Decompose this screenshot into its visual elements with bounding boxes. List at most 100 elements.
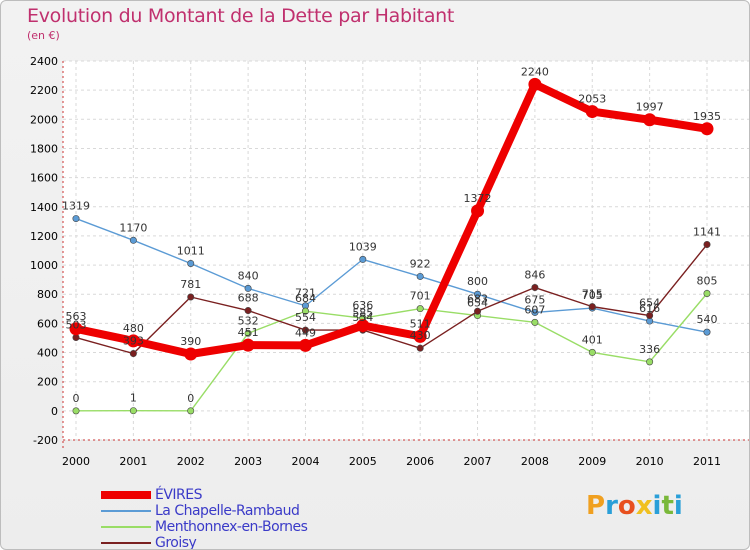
proxiti-logo: Proxiti xyxy=(586,491,683,521)
legend-label: Groisy xyxy=(155,535,197,550)
y-axis-ticks: 2400220020001800160014001200100080060040… xyxy=(30,55,58,447)
y-tick-label: 400 xyxy=(37,347,58,360)
legend-item: Groisy xyxy=(101,535,197,550)
x-tick-label: 2010 xyxy=(636,455,664,468)
data-label: 393 xyxy=(123,335,144,348)
data-point xyxy=(588,303,596,311)
y-tick-label: 2200 xyxy=(30,84,58,97)
legend-swatch xyxy=(101,542,151,544)
x-tick-label: 2005 xyxy=(349,455,377,468)
logo-letter: o xyxy=(617,491,636,521)
data-label: 721 xyxy=(295,287,316,300)
y-tick-label: 1200 xyxy=(30,230,58,243)
x-tick-label: 2002 xyxy=(177,455,205,468)
data-label: 705 xyxy=(582,289,603,302)
data-label: 846 xyxy=(524,269,545,282)
data-label: 1141 xyxy=(693,226,721,239)
data-point xyxy=(356,319,370,333)
data-label: 554 xyxy=(352,311,373,324)
legend-swatch xyxy=(101,510,151,512)
data-point xyxy=(416,305,424,313)
data-label: 2053 xyxy=(578,93,606,106)
data-label: 585 xyxy=(352,307,373,320)
y-tick-label: 1000 xyxy=(30,259,58,272)
y-tick-label: 200 xyxy=(37,376,58,389)
legend-label: Menthonnex-en-Bornes xyxy=(155,519,308,535)
data-point xyxy=(129,407,137,415)
series-line-1 xyxy=(75,217,708,333)
data-point xyxy=(301,326,309,334)
logo-letter: i xyxy=(673,491,683,521)
x-tick-label: 2011 xyxy=(693,455,721,468)
data-label: 0 xyxy=(187,392,194,405)
data-label: 781 xyxy=(180,278,201,291)
data-point xyxy=(700,122,714,136)
data-label: 684 xyxy=(295,292,316,305)
data-point xyxy=(244,307,252,315)
series-line-0 xyxy=(72,80,711,358)
data-point xyxy=(359,255,367,263)
legend-label: ÉVIRES xyxy=(155,487,203,503)
data-point xyxy=(413,329,427,343)
data-point xyxy=(129,350,137,358)
data-point xyxy=(531,284,539,292)
x-tick-label: 2001 xyxy=(119,455,147,468)
data-point xyxy=(187,259,195,267)
legend-swatch xyxy=(101,526,151,528)
data-label: 688 xyxy=(238,292,259,305)
series-points xyxy=(69,77,714,415)
data-label: 683 xyxy=(467,292,488,305)
data-point xyxy=(646,358,654,366)
data-point xyxy=(187,407,195,415)
y-tick-label: 1400 xyxy=(30,201,58,214)
data-point xyxy=(703,241,711,249)
data-label: 1011 xyxy=(177,244,205,257)
logo-letter: x xyxy=(635,491,653,521)
data-label: 511 xyxy=(410,317,431,330)
x-tick-label: 2000 xyxy=(62,455,90,468)
y-tick-label: 1600 xyxy=(30,172,58,185)
y-tick-label: 1800 xyxy=(30,142,58,155)
data-label: 563 xyxy=(66,310,87,323)
y-tick-label: -200 xyxy=(33,434,58,447)
chart-unit-subtitle: (en €) xyxy=(27,29,60,42)
legend-item: Menthonnex-en-Bornes xyxy=(101,519,308,535)
data-label: 715 xyxy=(582,288,603,301)
y-tick-label: 2000 xyxy=(30,113,58,126)
data-point xyxy=(416,344,424,352)
data-labels: 563 480 390 451 449 585 511 1372 2240 2053 1997 193… xyxy=(62,65,721,405)
legend-swatch xyxy=(101,491,151,499)
data-point xyxy=(301,307,309,315)
data-point xyxy=(244,329,252,337)
logo-letter: t xyxy=(661,491,674,521)
data-label: 1039 xyxy=(349,240,377,253)
data-point xyxy=(585,105,599,119)
data-label: 1 xyxy=(130,392,137,405)
data-point xyxy=(646,312,654,320)
data-label: 449 xyxy=(295,326,316,339)
data-point xyxy=(72,334,80,342)
data-label: 1372 xyxy=(464,192,492,205)
data-point xyxy=(474,307,482,315)
data-label: 390 xyxy=(180,335,201,348)
data-label: 636 xyxy=(352,299,373,312)
data-label: 1997 xyxy=(636,101,664,114)
data-point xyxy=(703,328,711,336)
y-tick-label: 2400 xyxy=(30,55,58,68)
y-tick-label: 0 xyxy=(51,405,58,418)
data-label: 675 xyxy=(524,293,545,306)
x-tick-label: 2006 xyxy=(406,455,434,468)
data-label: 805 xyxy=(697,275,718,288)
data-label: 800 xyxy=(467,275,488,288)
data-label: 616 xyxy=(639,302,660,315)
data-label: 540 xyxy=(697,313,718,326)
logo-letter: i xyxy=(652,491,662,521)
data-point xyxy=(241,338,255,352)
x-axis-ticks: 2000 2001 2002 2003 2004 2005 2006 2007 2008 2009… xyxy=(62,455,721,468)
data-point xyxy=(126,334,140,348)
series-line-2 xyxy=(75,292,708,412)
data-label: 401 xyxy=(582,333,603,346)
data-point xyxy=(474,290,482,298)
data-label: 480 xyxy=(123,322,144,335)
